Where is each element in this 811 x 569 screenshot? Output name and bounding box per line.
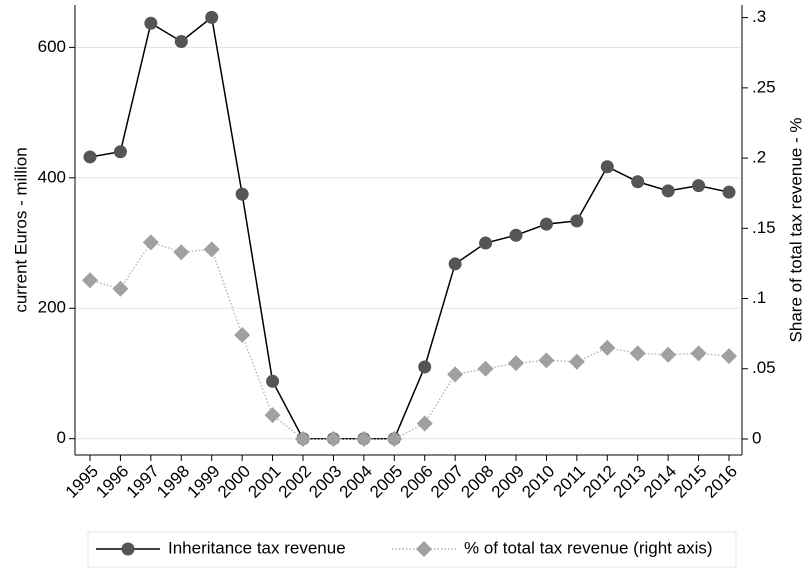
diamond-marker bbox=[538, 352, 555, 369]
series-line bbox=[89, 241, 730, 440]
x-tick-label: 2009 bbox=[488, 462, 528, 502]
circle-marker bbox=[692, 179, 706, 193]
circle-marker bbox=[539, 217, 553, 231]
y2-tick-label: .05 bbox=[752, 358, 776, 377]
diamond-marker bbox=[568, 353, 585, 370]
diamond-marker bbox=[721, 348, 737, 365]
x-tick-label: 2010 bbox=[518, 462, 558, 502]
x-tick-label: 2008 bbox=[457, 462, 497, 502]
y2-tick-label: .25 bbox=[752, 77, 776, 96]
y-tick-label: 0 bbox=[57, 428, 66, 447]
x-tick-label: 2007 bbox=[427, 462, 467, 502]
diamond-marker bbox=[264, 407, 281, 424]
circle-marker bbox=[205, 10, 219, 24]
x-tick-label: 2005 bbox=[366, 462, 406, 502]
y-tick-label: 200 bbox=[38, 298, 66, 317]
circle-marker bbox=[722, 185, 736, 199]
circle-marker bbox=[661, 184, 675, 198]
circle-marker bbox=[144, 16, 158, 30]
circle-marker bbox=[418, 360, 432, 374]
x-tick-label: 2000 bbox=[214, 462, 254, 502]
diamond-marker bbox=[234, 327, 251, 344]
circle-marker bbox=[479, 236, 493, 250]
legend-box bbox=[87, 531, 737, 568]
diamond-marker bbox=[599, 339, 616, 356]
x-tick-label: 2003 bbox=[305, 462, 345, 502]
diamond-marker bbox=[295, 430, 311, 447]
circle-marker bbox=[113, 145, 127, 159]
y2-tick-label: 0 bbox=[752, 428, 761, 447]
diamond-marker bbox=[660, 346, 677, 363]
circle-marker bbox=[509, 228, 523, 242]
diamond-marker bbox=[142, 234, 159, 251]
x-tick-label: 1998 bbox=[153, 462, 193, 502]
circle-marker bbox=[235, 187, 249, 201]
diamond-marker bbox=[82, 272, 98, 289]
x-tick-label: 2001 bbox=[244, 462, 284, 502]
diamond-marker bbox=[355, 430, 372, 447]
diamond-marker bbox=[416, 415, 433, 432]
y2-tick-label: .3 bbox=[752, 7, 766, 26]
y2-tick-label: .2 bbox=[752, 148, 766, 167]
x-tick-label: 1999 bbox=[184, 462, 224, 502]
x-tick-label: 2011 bbox=[550, 462, 589, 501]
legend-marker bbox=[416, 541, 432, 557]
x-tick-label: 2015 bbox=[670, 462, 710, 502]
x-tick-label: 2012 bbox=[579, 462, 619, 502]
x-tick-label: 2002 bbox=[275, 462, 315, 502]
y-tick-label: 400 bbox=[38, 167, 66, 186]
circle-marker bbox=[174, 35, 188, 49]
y2-axis-title: Share of total tax revenue - % bbox=[786, 118, 805, 343]
diamond-marker bbox=[203, 241, 220, 258]
x-tick-label: 2014 bbox=[640, 462, 680, 502]
diamond-marker bbox=[629, 345, 646, 362]
x-tick-label: 2016 bbox=[701, 462, 741, 502]
diamond-marker bbox=[112, 280, 129, 297]
diamond-marker bbox=[690, 345, 707, 362]
x-tick-label: 1996 bbox=[92, 462, 132, 502]
diamond-marker bbox=[386, 430, 403, 447]
legend-marker bbox=[121, 542, 135, 556]
diamond-marker bbox=[477, 360, 494, 377]
circle-marker bbox=[631, 175, 645, 189]
y2-tick-label: .1 bbox=[752, 288, 766, 307]
diamond-marker bbox=[508, 355, 524, 372]
circle-marker bbox=[570, 214, 584, 228]
circle-marker bbox=[83, 150, 97, 164]
y-tick-label: 600 bbox=[38, 37, 66, 56]
circle-marker bbox=[448, 257, 462, 271]
diamond-marker bbox=[325, 430, 342, 447]
y-axis-title: current Euros - million bbox=[11, 147, 30, 312]
diamond-marker bbox=[173, 244, 190, 261]
series-line bbox=[89, 16, 730, 440]
circle-marker bbox=[266, 374, 280, 388]
circle-marker bbox=[600, 160, 614, 174]
y2-tick-label: .15 bbox=[752, 218, 776, 237]
x-tick-label: 2004 bbox=[336, 462, 376, 502]
x-tick-label: 1997 bbox=[123, 462, 163, 502]
legend-label: % of total tax revenue (right axis) bbox=[464, 538, 713, 557]
legend-label: Inheritance tax revenue bbox=[168, 538, 346, 557]
diamond-marker bbox=[447, 366, 464, 383]
x-tick-label: 2006 bbox=[397, 462, 437, 502]
x-tick-label: 1995 bbox=[62, 462, 102, 502]
x-tick-label: 2013 bbox=[610, 462, 650, 502]
